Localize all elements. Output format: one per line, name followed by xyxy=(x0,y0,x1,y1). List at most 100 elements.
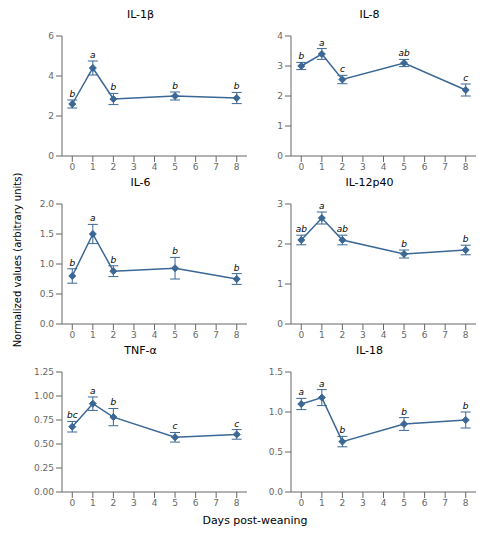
svg-text:1: 1 xyxy=(319,498,325,508)
svg-text:b: b xyxy=(340,425,346,435)
svg-text:6: 6 xyxy=(422,330,428,340)
svg-text:8: 8 xyxy=(234,162,240,172)
svg-text:6: 6 xyxy=(422,498,428,508)
svg-text:2: 2 xyxy=(277,91,283,101)
svg-text:2: 2 xyxy=(48,111,54,121)
svg-text:0.75: 0.75 xyxy=(34,415,54,425)
svg-text:7: 7 xyxy=(213,162,219,172)
svg-text:0: 0 xyxy=(48,151,54,161)
svg-text:2: 2 xyxy=(111,162,117,172)
svg-text:1: 1 xyxy=(90,330,96,340)
svg-text:0: 0 xyxy=(298,162,304,172)
svg-text:1: 1 xyxy=(277,121,283,131)
svg-text:0: 0 xyxy=(69,498,75,508)
svg-text:6: 6 xyxy=(193,498,199,508)
svg-text:4: 4 xyxy=(381,162,387,172)
svg-text:1: 1 xyxy=(90,162,96,172)
svg-text:b: b xyxy=(111,397,117,407)
svg-text:4: 4 xyxy=(152,162,158,172)
svg-text:3: 3 xyxy=(131,162,137,172)
svg-text:6: 6 xyxy=(193,330,199,340)
svg-text:4: 4 xyxy=(152,498,158,508)
svg-text:c: c xyxy=(234,419,239,429)
svg-text:b: b xyxy=(111,82,117,92)
svg-text:4: 4 xyxy=(152,330,158,340)
svg-text:1.0: 1.0 xyxy=(269,407,284,417)
svg-text:0: 0 xyxy=(69,162,75,172)
svg-text:3: 3 xyxy=(277,61,283,71)
svg-text:1: 1 xyxy=(319,330,325,340)
svg-text:1.0: 1.0 xyxy=(40,259,55,269)
svg-text:3: 3 xyxy=(360,162,366,172)
svg-text:2: 2 xyxy=(340,498,346,508)
svg-text:c: c xyxy=(173,421,178,431)
svg-text:bc: bc xyxy=(67,410,78,420)
svg-text:1.00: 1.00 xyxy=(34,391,54,401)
svg-text:a: a xyxy=(90,386,96,396)
svg-text:8: 8 xyxy=(234,330,240,340)
svg-text:5: 5 xyxy=(172,330,178,340)
svg-text:b: b xyxy=(298,51,304,61)
svg-text:ab: ab xyxy=(296,224,308,234)
svg-text:7: 7 xyxy=(213,498,219,508)
svg-text:1.5: 1.5 xyxy=(40,229,54,239)
svg-text:b: b xyxy=(234,263,240,273)
svg-text:a: a xyxy=(319,38,325,48)
svg-text:b: b xyxy=(172,246,178,256)
svg-text:a: a xyxy=(319,201,325,211)
svg-text:b: b xyxy=(111,255,117,265)
svg-text:5: 5 xyxy=(172,498,178,508)
svg-text:b: b xyxy=(69,89,75,99)
svg-text:b: b xyxy=(69,258,75,268)
svg-text:2.0: 2.0 xyxy=(40,199,55,209)
svg-text:3: 3 xyxy=(360,330,366,340)
svg-text:b: b xyxy=(463,234,469,244)
svg-text:c: c xyxy=(340,64,345,74)
svg-text:5: 5 xyxy=(401,498,407,508)
svg-text:6: 6 xyxy=(193,162,199,172)
svg-text:0: 0 xyxy=(298,498,304,508)
svg-text:2: 2 xyxy=(277,239,283,249)
svg-text:2: 2 xyxy=(111,498,117,508)
svg-text:1.25: 1.25 xyxy=(34,367,54,377)
svg-text:4: 4 xyxy=(48,71,54,81)
svg-text:7: 7 xyxy=(442,498,448,508)
svg-text:0.0: 0.0 xyxy=(40,319,55,329)
svg-text:5: 5 xyxy=(172,162,178,172)
svg-text:a: a xyxy=(90,50,96,60)
svg-text:0.0: 0.0 xyxy=(269,487,284,497)
svg-text:0: 0 xyxy=(277,319,283,329)
svg-text:3: 3 xyxy=(131,498,137,508)
svg-text:2: 2 xyxy=(340,330,346,340)
svg-text:b: b xyxy=(172,81,178,91)
svg-text:b: b xyxy=(401,407,407,417)
svg-text:1: 1 xyxy=(90,498,96,508)
svg-text:0: 0 xyxy=(69,330,75,340)
svg-text:2: 2 xyxy=(340,162,346,172)
svg-text:0: 0 xyxy=(277,151,283,161)
svg-text:0.50: 0.50 xyxy=(34,439,54,449)
svg-text:a: a xyxy=(299,387,305,397)
svg-text:8: 8 xyxy=(463,162,469,172)
svg-text:4: 4 xyxy=(277,31,283,41)
svg-text:1.5: 1.5 xyxy=(269,367,283,377)
svg-text:7: 7 xyxy=(442,330,448,340)
svg-text:3: 3 xyxy=(360,498,366,508)
svg-text:0.00: 0.00 xyxy=(34,487,54,497)
svg-text:b: b xyxy=(463,401,469,411)
svg-text:5: 5 xyxy=(401,330,407,340)
svg-text:5: 5 xyxy=(401,162,407,172)
svg-text:a: a xyxy=(319,379,325,389)
svg-text:3: 3 xyxy=(277,199,283,209)
svg-text:7: 7 xyxy=(442,162,448,172)
svg-text:6: 6 xyxy=(422,162,428,172)
svg-text:c: c xyxy=(463,73,468,83)
svg-text:7: 7 xyxy=(213,330,219,340)
svg-text:0.5: 0.5 xyxy=(40,289,54,299)
svg-text:a: a xyxy=(90,213,96,223)
svg-text:3: 3 xyxy=(131,330,137,340)
svg-text:ab: ab xyxy=(337,224,349,234)
svg-text:6: 6 xyxy=(48,31,54,41)
svg-text:b: b xyxy=(401,239,407,249)
svg-text:4: 4 xyxy=(381,330,387,340)
